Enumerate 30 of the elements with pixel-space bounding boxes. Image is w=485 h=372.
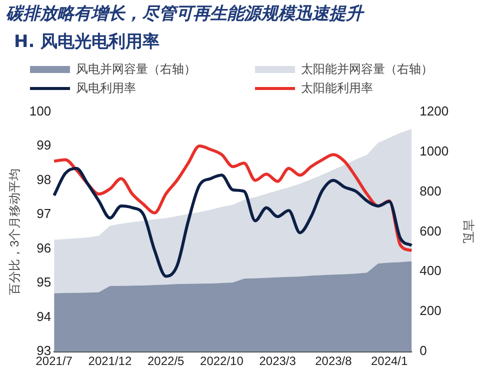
x-tick-label: 2021/12 (88, 354, 132, 368)
x-tick-label: 2021/7 (36, 354, 73, 368)
y2-tick-label: 1200 (420, 103, 449, 118)
y-tick-label: 95 (36, 274, 52, 290)
y-tick-label: 99 (36, 138, 52, 153)
y-tick-label: 97 (36, 206, 52, 222)
y-tick-label: 94 (36, 308, 52, 324)
legend-label: 太阳能利用率 (301, 80, 373, 97)
y2-tick-label: 0 (420, 343, 427, 358)
y2-tick-label: 1000 (420, 143, 449, 158)
chart-title: 碳排放略有增长，尽管可再生能源规模迅速提升 (6, 3, 363, 25)
x-tick-label: 2023/3 (259, 354, 296, 368)
y2-tick-label: 200 (420, 303, 442, 318)
y2-tick-label: 400 (420, 263, 442, 278)
legend-label: 风电并网容量（右轴） (76, 61, 196, 78)
line-series (52, 166, 414, 278)
legend-label: 太阳能并网容量（右轴） (301, 61, 433, 78)
x-tick-label: 2022/10 (200, 354, 244, 368)
y-tick-label: 100 (29, 103, 52, 118)
y2-tick-label: 600 (420, 223, 442, 238)
y-tick-label: 96 (36, 240, 52, 256)
x-tick-label: 2024/1 (370, 354, 408, 368)
legend-label: 风电利用率 (76, 80, 136, 97)
y-axis-title: 百分比，3个月移动平均 (8, 168, 22, 296)
y2-tick-label: 800 (420, 183, 442, 198)
x-tick-label: 2023/8 (315, 354, 352, 368)
chart-subtitle: H. 风电光电利用率 (14, 31, 160, 53)
x-tick-label: 2022/5 (147, 354, 185, 368)
y2-axis-title: 吉瓦 (461, 220, 476, 244)
y-tick-label: 98 (36, 172, 52, 187)
